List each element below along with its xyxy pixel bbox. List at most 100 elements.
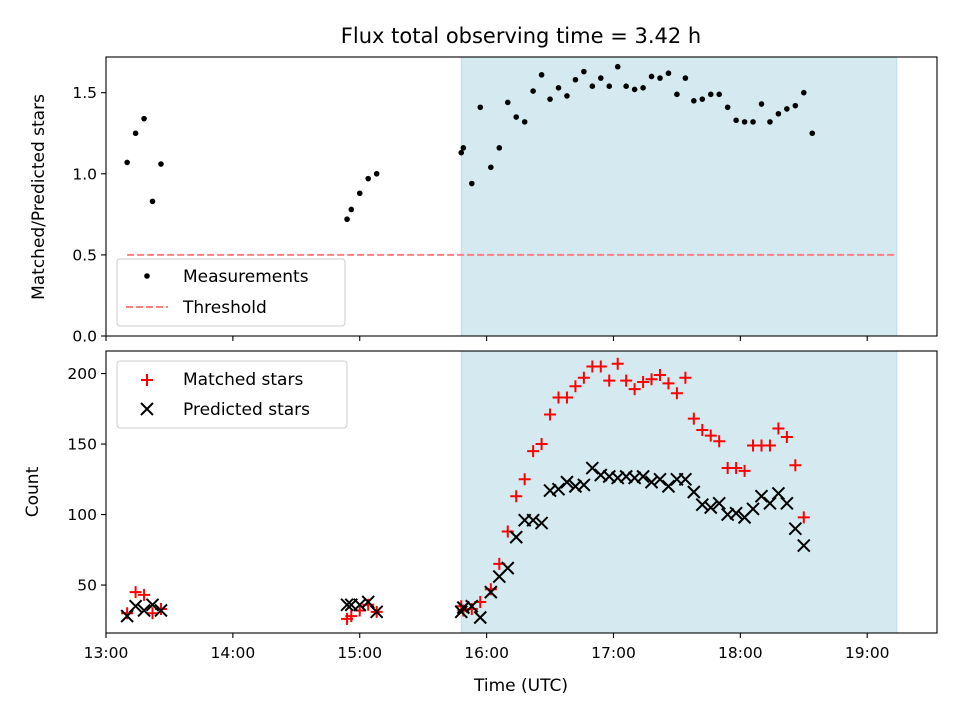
matched-star-point (730, 462, 743, 475)
matched-star-point (738, 464, 751, 477)
measurement-point (597, 75, 604, 81)
matched-star-point (679, 371, 692, 384)
bottom-ticks: 50 100 150 200 13:00 14:00 15:00 16:00 17:00 18:0… (67, 365, 889, 662)
top-axes: 0.0 0.5 1.0 1.5 Matched/Predicted stars Mea… (29, 56, 938, 346)
y-tick-label: 150 (67, 436, 97, 454)
matched-star-point (594, 360, 607, 373)
x-tick-label: 17:00 (591, 644, 636, 662)
predicted-star-point (137, 603, 151, 618)
predicted-star-point (465, 599, 479, 613)
matched-star-point (510, 490, 523, 503)
top-y-axis-label: Matched/Predicted stars (29, 94, 49, 300)
measurement-point (365, 175, 371, 182)
measurement-point (800, 89, 807, 96)
predicted-star-point (340, 598, 354, 612)
top-legend: Measurements Threshold (116, 258, 346, 327)
measurement-point (477, 104, 484, 111)
bottom-shaded-span-layer (460, 351, 898, 633)
measurement-point (640, 85, 646, 91)
x-tick-label: 15:00 (337, 644, 382, 662)
measurement-point (809, 130, 816, 137)
predicted-star-point (687, 485, 701, 499)
measurement-point (124, 159, 130, 166)
matched-star-point (789, 459, 802, 472)
y-tick-label: 1.0 (72, 165, 97, 183)
predicted-star-point (154, 603, 168, 618)
measurement-point (623, 83, 629, 89)
measurement-point (758, 101, 765, 107)
matched-star-point (645, 373, 658, 386)
matched-star-point (611, 357, 624, 370)
matched-star-point (628, 383, 641, 396)
predicted-star-point (636, 469, 650, 484)
y-tick-label: 200 (67, 365, 97, 383)
matched-star-point (662, 377, 675, 390)
measurement-point (767, 119, 773, 125)
predicted-star-point (534, 516, 549, 530)
measurement-point (547, 96, 553, 102)
measurement-point (132, 130, 139, 137)
y-tick-label: 0.5 (72, 246, 97, 264)
predicted-star-point (729, 506, 743, 520)
measurement-point (631, 86, 638, 93)
matched-star-point (797, 511, 810, 524)
measurement-points-layer (124, 63, 816, 223)
measurement-point (750, 119, 756, 125)
measurement-point (530, 88, 536, 94)
predicted-star-point (797, 538, 811, 553)
measurement-point (733, 117, 739, 124)
legend-matched-label: Matched stars (183, 370, 303, 390)
matched-star-point (146, 607, 159, 620)
measurement-point (496, 145, 503, 151)
matched-star-point (129, 586, 142, 599)
predicted-star-point (560, 475, 574, 489)
predicted-star-point (577, 478, 591, 492)
measurement-point (572, 76, 579, 83)
top-legend-box (116, 258, 346, 327)
measurement-point (141, 115, 147, 122)
predicted-star-point (644, 475, 659, 489)
measurement-point (158, 161, 164, 167)
predicted-star-point (509, 530, 523, 544)
matched-star-point (527, 445, 540, 458)
x-tick-label: 16:00 (464, 644, 509, 662)
measurement-point (674, 91, 680, 98)
matched-star-point (620, 374, 633, 387)
measurement-point (775, 110, 782, 117)
measurement-point (348, 206, 355, 213)
measurement-point (648, 73, 655, 80)
x-tick-label: 19:00 (845, 644, 890, 662)
y-tick-label: 100 (67, 506, 97, 524)
legend-predicted-label: Predicted stars (183, 400, 310, 420)
predicted-star-point (526, 513, 540, 527)
predicted-star-point (788, 521, 803, 536)
measurement-point (373, 170, 380, 177)
matched-star-point (345, 610, 358, 623)
matched-star-point (704, 429, 717, 442)
measurement-point (458, 149, 465, 156)
measurement-point (741, 119, 748, 125)
measurement-point (691, 97, 697, 104)
measurement-point (657, 75, 663, 81)
matched-star-point (518, 473, 531, 486)
predicted-star-point (353, 598, 367, 612)
predicted-star-point (746, 502, 760, 516)
measurement-point (792, 102, 799, 109)
y-tick-label: 50 (77, 577, 97, 595)
measurement-point (356, 190, 363, 197)
legend-plus-marker (141, 374, 153, 386)
measurement-point (589, 83, 596, 89)
matched-star-point (569, 380, 582, 393)
legend-x-marker (140, 402, 154, 416)
predicted-star-point (678, 472, 693, 487)
measurement-point (724, 104, 731, 111)
predicted-star-point (369, 605, 384, 619)
measurement-point (488, 164, 494, 171)
legend-measurements-label: Measurements (183, 267, 309, 287)
matched-star-point (696, 423, 709, 436)
y-tick-label: 0.0 (72, 328, 97, 346)
y-tick-label: 1.5 (72, 84, 97, 102)
bottom-axes-frame (105, 350, 938, 634)
legend-measurement-dot (144, 273, 150, 279)
measurement-point (504, 99, 511, 106)
